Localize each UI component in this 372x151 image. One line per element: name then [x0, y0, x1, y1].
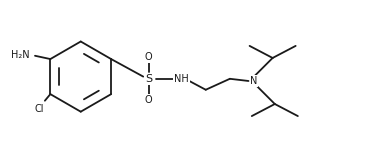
Text: O: O — [145, 95, 153, 105]
Text: H₂N: H₂N — [12, 50, 30, 60]
Text: NH: NH — [174, 74, 189, 84]
Text: Cl: Cl — [35, 104, 44, 114]
Text: S: S — [145, 74, 152, 84]
Text: N: N — [250, 76, 258, 86]
Text: O: O — [145, 52, 153, 62]
